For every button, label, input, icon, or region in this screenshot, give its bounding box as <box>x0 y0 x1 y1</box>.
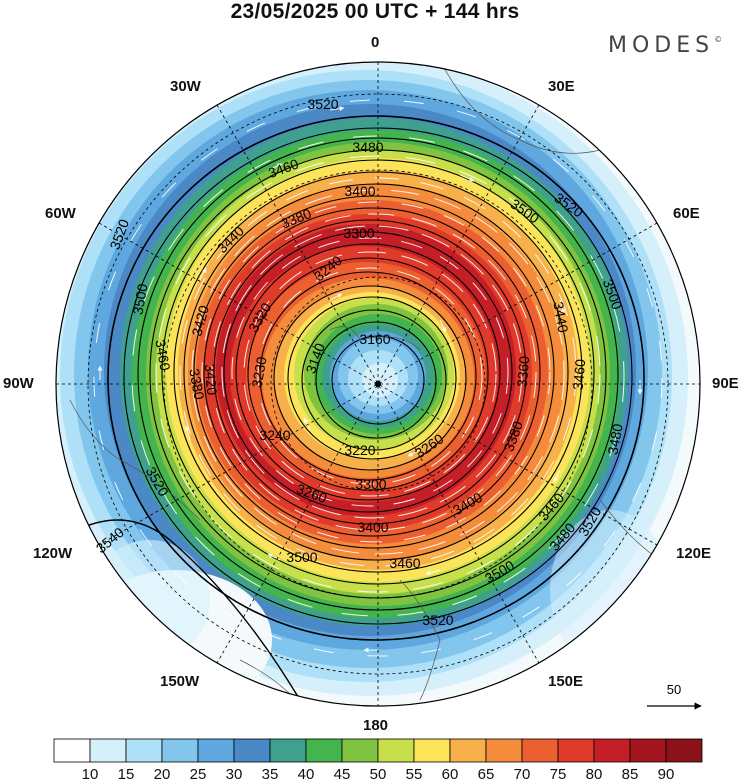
legend-tick-label: 10 <box>82 766 99 782</box>
contour-label: 3460 <box>570 358 589 391</box>
legend-tick-label: 25 <box>190 766 207 782</box>
legend-tick-label: 75 <box>550 766 567 782</box>
contour-label: 3230 <box>248 355 269 389</box>
legend-color-box <box>53 738 91 763</box>
contour-label: 3400 <box>357 519 388 535</box>
legend-color-box <box>593 738 631 763</box>
legend-color-box <box>341 738 379 763</box>
legend-color-box <box>161 738 199 763</box>
legend-tick-label: 15 <box>118 766 135 782</box>
legend-tick-label: 65 <box>478 766 495 782</box>
contour-label: 3460 <box>389 555 420 571</box>
legend-color-box <box>521 738 559 763</box>
contour-label: 3300 <box>355 476 386 492</box>
legend-color-box <box>629 738 667 763</box>
legend-color-box <box>269 738 307 763</box>
contour-label: 3480 <box>604 422 625 456</box>
contour-label: 3520 <box>422 612 453 628</box>
contour-label: 3300 <box>343 225 374 241</box>
legend-color-box <box>89 738 127 763</box>
legend-tick-label: 60 <box>442 766 459 782</box>
copyright-mark: © <box>714 35 723 44</box>
legend-tick-label: 85 <box>622 766 639 782</box>
contour-label: 3460 <box>152 338 173 372</box>
lon-label-120e: 120E <box>676 545 712 562</box>
lon-label-150e: 150E <box>548 673 584 690</box>
legend-color-box <box>305 738 343 763</box>
legend-color-box <box>125 738 163 763</box>
legend-tick-label: 20 <box>154 766 171 782</box>
map-boundary <box>55 61 701 707</box>
legend-color-boxes <box>53 738 703 763</box>
legend-tick-label: 30 <box>226 766 243 782</box>
legend-tick-label: 50 <box>370 766 387 782</box>
modes-logo: MODES© <box>608 33 722 58</box>
legend-color-box <box>665 738 703 763</box>
lon-label-30w: 30W <box>170 78 201 95</box>
contour-label: 3440 <box>550 300 571 334</box>
legend-color-box <box>377 738 415 763</box>
contour-label: 3360 <box>514 355 533 388</box>
legend-tick-label: 35 <box>262 766 279 782</box>
lon-label-30e: 30E <box>548 78 575 95</box>
brand-text: MODES <box>608 33 715 58</box>
legend-color-box <box>197 738 235 763</box>
legend-tick-label: 90 <box>658 766 675 782</box>
legend-tick-label: 80 <box>586 766 603 782</box>
wind-reference-vector: 50 <box>647 682 702 710</box>
lon-label-120w: 120W <box>33 545 73 562</box>
contour-label: 3400 <box>344 183 375 199</box>
chart-title: 23/05/2025 00 UTC + 144 hrs <box>230 0 520 23</box>
north-pole-marker <box>375 381 381 387</box>
legend-color-box <box>449 738 487 763</box>
lon-label-90e: 90E <box>712 375 739 392</box>
legend-tick-label: 40 <box>298 766 315 782</box>
contour-label: 3480 <box>352 139 383 155</box>
lon-label-0: 0 <box>371 34 380 51</box>
lon-label-180: 180 <box>363 717 389 734</box>
lon-label-60w: 60W <box>45 205 76 222</box>
contour-label: 3520 <box>307 96 338 112</box>
graticule <box>56 62 700 706</box>
legend-tick-label: 70 <box>514 766 531 782</box>
legend-tick-labels: 10 15 20 25 30 35 40 45 50 55 60 65 70 75 80 85 90 <box>82 766 675 782</box>
legend-color-box <box>557 738 595 763</box>
contour-label: 3160 <box>359 331 390 347</box>
lon-label-90w: 90W <box>3 375 34 392</box>
legend-tick-label: 55 <box>406 766 423 782</box>
contour-label: 3500 <box>286 549 317 565</box>
legend-color-box <box>413 738 451 763</box>
contour-label: 3240 <box>259 427 290 443</box>
legend-tick-label: 45 <box>334 766 351 782</box>
contour-label: 3380 <box>186 367 207 401</box>
contour-label: 3220 <box>344 442 375 458</box>
contour-label: 3500 <box>129 282 150 316</box>
legend-color-box <box>485 738 523 763</box>
contour-label: 3420 <box>188 303 212 337</box>
wind-reference-label: 50 <box>667 682 681 697</box>
contour-label: 3420 <box>202 363 221 396</box>
legend-color-box <box>233 738 271 763</box>
lon-label-150w: 150W <box>160 673 200 690</box>
lon-label-60e: 60E <box>673 205 700 222</box>
